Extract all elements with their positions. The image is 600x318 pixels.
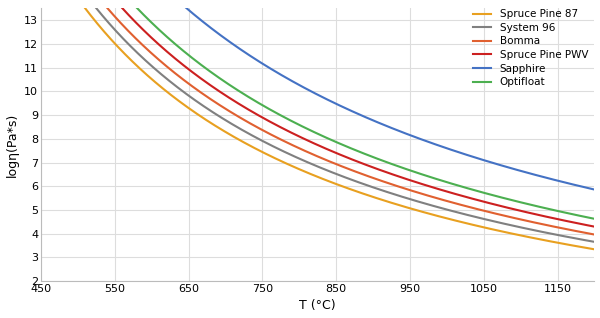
Spruce Pine 87 — [144, 73, 151, 77]
Spruce Pine PWV — [203, 81, 210, 85]
Y-axis label: logη(Pa*s): logη(Pa*s) — [5, 113, 19, 177]
Sapphire — [268, 67, 275, 71]
Optifloat — [505, 197, 512, 201]
Optifloat — [591, 217, 598, 221]
Bomma — [139, 43, 146, 47]
Line: System 96: System 96 — [87, 0, 595, 242]
Bomma — [352, 170, 359, 174]
Optifloat — [346, 146, 353, 149]
Spruce Pine 87 — [554, 241, 561, 245]
Spruce Pine PWV — [483, 201, 490, 204]
Line: Spruce Pine PWV: Spruce Pine PWV — [112, 0, 595, 227]
Legend: Spruce Pine 87, System 96, Bomma, Spruce Pine PWV, Sapphire, Optifloat: Spruce Pine 87, System 96, Bomma, Spruce… — [469, 5, 592, 92]
Bomma — [169, 70, 176, 73]
System 96 — [422, 202, 429, 206]
Spruce Pine PWV — [389, 173, 397, 176]
Spruce Pine 87 — [529, 236, 536, 240]
System 96 — [253, 136, 260, 140]
System 96 — [591, 240, 598, 244]
Bomma — [153, 56, 160, 59]
Sapphire — [511, 167, 518, 171]
Line: Bomma: Bomma — [98, 0, 595, 235]
Spruce Pine PWV — [591, 225, 598, 229]
Sapphire — [503, 165, 510, 169]
Optifloat — [342, 144, 349, 148]
Bomma — [148, 51, 155, 55]
Bomma — [591, 233, 598, 237]
Spruce Pine 87 — [347, 187, 354, 191]
System 96 — [514, 225, 521, 229]
Spruce Pine PWV — [170, 56, 178, 59]
Sapphire — [591, 188, 598, 191]
Line: Sapphire: Sapphire — [173, 0, 595, 190]
X-axis label: T (°C): T (°C) — [299, 300, 336, 313]
Spruce Pine PWV — [449, 191, 456, 195]
Sapphire — [395, 129, 402, 133]
Optifloat — [422, 174, 430, 178]
Spruce Pine 87 — [568, 243, 575, 247]
Bomma — [156, 59, 163, 62]
Spruce Pine 87 — [591, 247, 598, 251]
Line: Spruce Pine 87: Spruce Pine 87 — [77, 0, 595, 249]
System 96 — [406, 197, 413, 201]
Optifloat — [377, 158, 384, 162]
Sapphire — [434, 143, 441, 147]
Spruce Pine 87 — [116, 47, 123, 51]
System 96 — [232, 124, 239, 128]
Sapphire — [276, 72, 283, 76]
Spruce Pine PWV — [153, 40, 160, 44]
Line: Optifloat: Optifloat — [127, 0, 595, 219]
System 96 — [571, 236, 578, 240]
Optifloat — [266, 107, 273, 111]
